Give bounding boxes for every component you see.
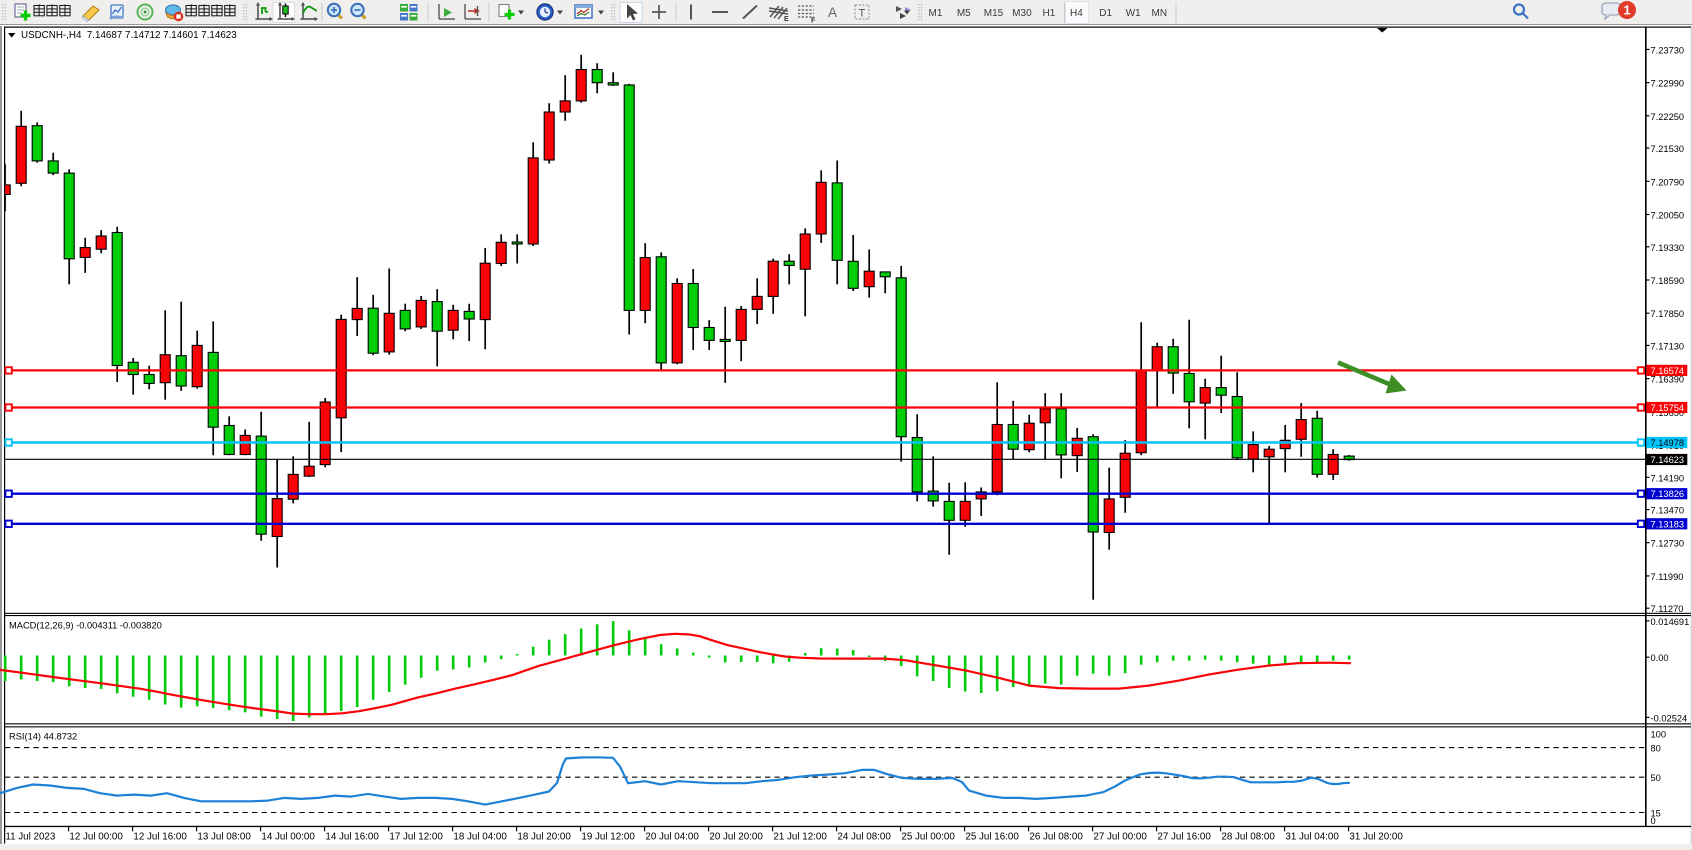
svg-text:-0.02524: -0.02524 [1651, 713, 1688, 723]
svg-text:E: E [784, 16, 789, 23]
svg-text:28 Jul 08:00: 28 Jul 08:00 [1221, 832, 1275, 843]
svg-text:H4: H4 [1070, 8, 1083, 19]
svg-text:27 Jul 00:00: 27 Jul 00:00 [1093, 832, 1147, 843]
svg-text:31 Jul 20:00: 31 Jul 20:00 [1349, 832, 1403, 843]
svg-text:19 Jul 12:00: 19 Jul 12:00 [581, 832, 635, 843]
svg-text:7.23730: 7.23730 [1651, 45, 1685, 55]
svg-text:1: 1 [1623, 3, 1630, 18]
svg-text:0: 0 [1651, 816, 1656, 826]
svg-text:F: F [811, 18, 816, 25]
svg-text:7.14190: 7.14190 [1651, 473, 1685, 483]
svg-text:M5: M5 [957, 8, 971, 19]
svg-text:MACD(12,26,9) -0.004311 -0.003: MACD(12,26,9) -0.004311 -0.003820 [9, 621, 162, 631]
svg-text:7.20790: 7.20790 [1651, 177, 1685, 187]
svg-text:17 Jul 12:00: 17 Jul 12:00 [389, 832, 443, 843]
svg-text:50: 50 [1651, 773, 1661, 783]
svg-text:M30: M30 [1012, 8, 1032, 19]
svg-text:25 Jul 00:00: 25 Jul 00:00 [901, 832, 955, 843]
svg-text:31 Jul 04:00: 31 Jul 04:00 [1285, 832, 1339, 843]
svg-text:7.19330: 7.19330 [1651, 243, 1685, 253]
svg-text:7.21530: 7.21530 [1651, 144, 1685, 154]
svg-text:20 Jul 20:00: 20 Jul 20:00 [709, 832, 763, 843]
svg-text:18 Jul 20:00: 18 Jul 20:00 [517, 832, 571, 843]
svg-text:7.13826: 7.13826 [1651, 489, 1685, 499]
svg-text:21 Jul 12:00: 21 Jul 12:00 [773, 832, 827, 843]
svg-text:7.13183: 7.13183 [1651, 519, 1685, 529]
svg-text:7.22250: 7.22250 [1651, 112, 1685, 122]
svg-text:7.22990: 7.22990 [1651, 79, 1685, 89]
svg-text:7.15754: 7.15754 [1651, 403, 1685, 413]
svg-text:W1: W1 [1126, 8, 1141, 19]
svg-text:MN: MN [1152, 8, 1168, 19]
svg-text:12 Jul 00:00: 12 Jul 00:00 [69, 832, 123, 843]
svg-text:7.20050: 7.20050 [1651, 211, 1685, 221]
svg-text:7.11990: 7.11990 [1651, 572, 1684, 582]
svg-text:14 Jul 00:00: 14 Jul 00:00 [261, 832, 315, 843]
svg-text:7.14978: 7.14978 [1651, 438, 1685, 448]
svg-text:20 Jul 04:00: 20 Jul 04:00 [645, 832, 699, 843]
svg-text:0.014691: 0.014691 [1651, 617, 1690, 627]
svg-text:24 Jul 08:00: 24 Jul 08:00 [837, 832, 891, 843]
svg-text:A: A [828, 5, 837, 20]
svg-text:M15: M15 [984, 8, 1004, 19]
svg-text:14 Jul 16:00: 14 Jul 16:00 [325, 832, 379, 843]
svg-text:27 Jul 16:00: 27 Jul 16:00 [1157, 832, 1211, 843]
svg-text:11 Jul 2023: 11 Jul 2023 [5, 832, 55, 843]
svg-text:26 Jul 08:00: 26 Jul 08:00 [1029, 832, 1083, 843]
svg-text:7.11270: 7.11270 [1651, 604, 1684, 614]
svg-text:7.16390: 7.16390 [1651, 375, 1685, 385]
svg-text:12 Jul 16:00: 12 Jul 16:00 [133, 832, 187, 843]
svg-text:80: 80 [1651, 744, 1661, 754]
svg-text:13 Jul 08:00: 13 Jul 08:00 [197, 832, 251, 843]
svg-text:T: T [859, 8, 866, 20]
svg-text:0.00: 0.00 [1651, 653, 1669, 663]
svg-text:100: 100 [1651, 730, 1667, 740]
svg-text:7.14623: 7.14623 [1651, 455, 1685, 465]
svg-text:USDCNH-,H4 7.14687 7.14712 7.: USDCNH-,H4 7.14687 7.14712 7.14601 7.146… [21, 30, 237, 41]
svg-text:H1: H1 [1043, 8, 1056, 19]
svg-text:M1: M1 [929, 8, 943, 19]
svg-text:7.16574: 7.16574 [1651, 366, 1685, 376]
svg-text:25 Jul 16:00: 25 Jul 16:00 [965, 832, 1019, 843]
svg-text:15: 15 [1651, 809, 1661, 819]
svg-text:D1: D1 [1099, 8, 1112, 19]
svg-text:RSI(14) 44.8732: RSI(14) 44.8732 [9, 732, 77, 742]
svg-text:7.13470: 7.13470 [1651, 506, 1685, 516]
svg-text:7.12730: 7.12730 [1651, 539, 1685, 549]
svg-text:7.17850: 7.17850 [1651, 309, 1685, 319]
svg-text:7.17130: 7.17130 [1651, 341, 1685, 351]
svg-text:18 Jul 04:00: 18 Jul 04:00 [453, 832, 507, 843]
svg-text:7.18590: 7.18590 [1651, 276, 1685, 286]
